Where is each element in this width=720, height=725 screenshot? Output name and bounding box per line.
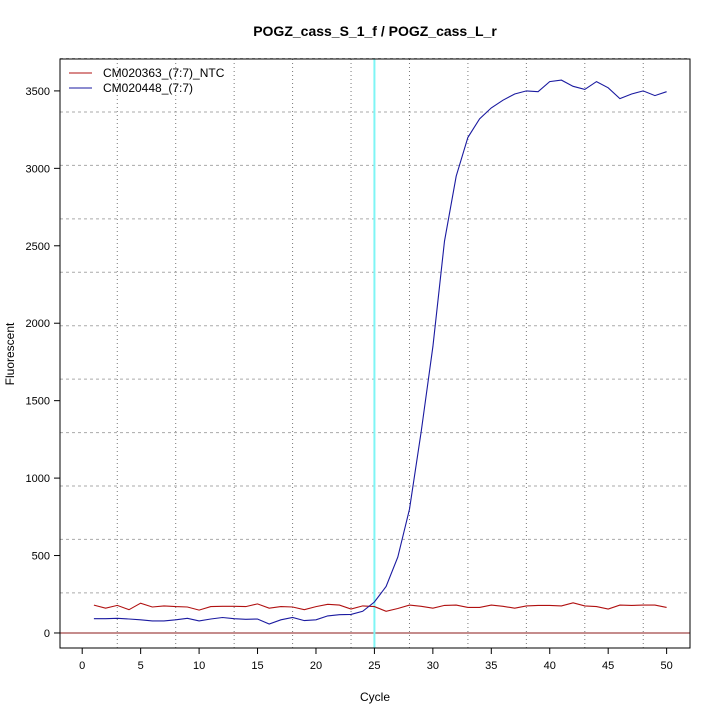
x-tick-label: 35 [485, 660, 497, 672]
x-axis-label: Cycle [360, 690, 390, 704]
x-tick-label: 30 [427, 660, 439, 672]
legend-label-ntc: CM020363_(7:7)_NTC [103, 66, 225, 80]
axes: 0 5 10 15 20 25 30 35 40 45 5005001000150020002500… [26, 86, 673, 672]
y-tick-label: 500 [32, 551, 50, 563]
x-tick-label: 25 [368, 660, 380, 672]
x-tick-label: 20 [310, 660, 322, 672]
y-tick-label: 1500 [26, 396, 50, 408]
x-tick-label: 15 [251, 660, 263, 672]
x-tick-label: 0 [79, 660, 85, 672]
y-axis-label: Fluorescent [3, 322, 17, 385]
x-tick-label: 40 [544, 660, 556, 672]
y-tick-label: 2000 [26, 318, 50, 330]
y-tick-label: 2500 [26, 241, 50, 253]
y-tick-label: 3000 [26, 163, 50, 175]
y-tick-label: 0 [44, 628, 50, 640]
chart-title: POGZ_cass_S_1_f / POGZ_cass_L_r [253, 23, 497, 39]
x-tick-label: 45 [602, 660, 614, 672]
plot-marks [60, 59, 690, 648]
plot-frame [59, 58, 691, 649]
x-tick-label: 10 [193, 660, 205, 672]
y-tick-label: 1000 [26, 473, 50, 485]
legend: CM020363_(7:7)_NTC CM020448_(7:7) [69, 66, 225, 95]
x-tick-label: 5 [138, 660, 144, 672]
x-tick-label: 50 [660, 660, 672, 672]
series-line-sample [93, 79, 667, 625]
series-line-ntc [93, 602, 667, 612]
y-tick-label: 3500 [26, 86, 50, 98]
legend-label-sample: CM020448_(7:7) [103, 81, 193, 95]
